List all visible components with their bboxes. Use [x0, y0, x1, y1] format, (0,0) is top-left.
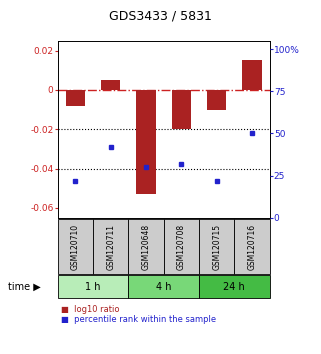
Bar: [207, 90, 226, 109]
Text: ■  log10 ratio: ■ log10 ratio: [61, 305, 119, 314]
Text: time ▶: time ▶: [8, 281, 41, 292]
Text: 24 h: 24 h: [223, 281, 245, 292]
Text: GSM120648: GSM120648: [142, 224, 151, 270]
Text: GDS3433 / 5831: GDS3433 / 5831: [109, 10, 212, 22]
Bar: [242, 61, 262, 90]
Text: GSM120711: GSM120711: [106, 224, 115, 270]
Bar: [101, 80, 120, 90]
Bar: [172, 90, 191, 129]
Text: 4 h: 4 h: [156, 281, 171, 292]
Text: GSM120708: GSM120708: [177, 224, 186, 270]
Text: GSM120715: GSM120715: [212, 224, 221, 270]
Text: ■  percentile rank within the sample: ■ percentile rank within the sample: [61, 315, 216, 324]
Text: GSM120710: GSM120710: [71, 224, 80, 270]
Bar: [66, 90, 85, 105]
Bar: [136, 90, 156, 194]
Text: GSM120716: GSM120716: [247, 224, 256, 270]
Text: 1 h: 1 h: [85, 281, 101, 292]
